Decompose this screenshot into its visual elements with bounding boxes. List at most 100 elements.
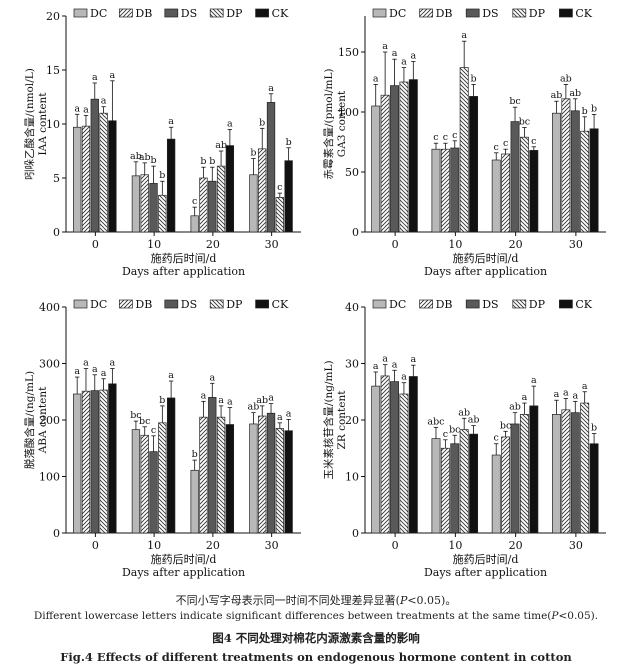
x-tick-label: 30: [265, 238, 279, 251]
x-axis-title-cn: 施药后时间/d: [453, 252, 519, 265]
significance-letter: a: [392, 359, 398, 370]
x-tick-label: 30: [569, 238, 583, 251]
bar: [491, 454, 501, 534]
legend-swatch: [73, 8, 88, 18]
bar: [380, 375, 390, 534]
x-tick-label: 20: [509, 238, 523, 251]
bar: [275, 197, 284, 233]
bar: [371, 385, 381, 534]
significance-letter: ab: [248, 402, 260, 413]
bar: [249, 174, 258, 233]
y-tick-label: 0: [53, 226, 60, 239]
bar: [90, 390, 99, 534]
significance-letter: b: [259, 117, 265, 128]
significance-letter: a: [373, 361, 379, 372]
bar: [450, 443, 460, 534]
caption-note-cn: 不同小写字母表示同一时间不同处理差异显著(P<0.05)。: [175, 594, 457, 607]
significance-letter: a: [227, 397, 233, 408]
bar: [390, 381, 399, 534]
legend-swatch: [164, 8, 179, 18]
x-tick-label: 10: [147, 539, 161, 552]
legend-swatch: [559, 299, 573, 309]
bar: [431, 148, 441, 233]
bar: [580, 402, 590, 534]
x-axis-title-en: Days after application: [424, 566, 547, 579]
bar: [190, 215, 199, 233]
bar: [216, 165, 226, 233]
legend-swatch: [559, 8, 573, 18]
y-tick-label: 40: [345, 301, 359, 314]
significance-letter: b: [159, 170, 165, 181]
bar: [431, 438, 441, 534]
bar: [149, 451, 158, 534]
significance-letter: a: [201, 390, 207, 401]
significance-letter: ab: [130, 151, 142, 162]
bar: [158, 194, 167, 233]
legend-swatch: [119, 299, 133, 309]
bar: [284, 430, 293, 534]
significance-letter: ab: [256, 395, 268, 406]
bar: [501, 436, 511, 534]
y-axis-title-en: GA3 content: [336, 90, 348, 157]
significance-letter: a: [382, 41, 388, 52]
legend-swatch: [209, 8, 224, 18]
x-tick-label: 20: [206, 238, 220, 251]
significance-letter: a: [382, 354, 388, 365]
legend-label: DB: [135, 298, 152, 311]
bar: [73, 126, 82, 233]
significance-letter: a: [531, 375, 537, 386]
y-axis-title-cn: 玉米素核苷含量/(ng/mL): [322, 360, 335, 479]
significance-letter: b: [591, 423, 597, 434]
bar: [371, 105, 381, 233]
significance-letter: a: [522, 392, 528, 403]
y-tick-label: 50: [345, 166, 359, 179]
significance-letter: bc: [509, 96, 520, 107]
significance-letter: b: [209, 156, 215, 167]
y-tick-label: 30: [345, 358, 359, 371]
bar: [99, 389, 108, 534]
bar: [459, 67, 469, 233]
significance-letter: a: [83, 358, 89, 369]
y-tick-label: 100: [338, 106, 359, 119]
bar: [399, 393, 409, 534]
significance-letter: a: [401, 57, 407, 68]
legend-swatch: [372, 299, 387, 309]
bar: [140, 434, 149, 534]
significance-letter: a: [572, 390, 578, 401]
significance-letter: a: [410, 51, 416, 62]
significance-letter: c: [443, 132, 448, 143]
bar: [529, 405, 539, 534]
x-axis-title-cn: 施药后时间/d: [453, 553, 519, 566]
significance-letter: c: [443, 429, 448, 440]
y-tick-label: 150: [338, 46, 359, 59]
x-tick-label: 0: [92, 539, 99, 552]
legend-label: CK: [575, 7, 592, 20]
x-tick-label: 30: [265, 539, 279, 552]
y-tick-label: 300: [39, 358, 60, 371]
legend-label: DP: [529, 7, 546, 20]
y-tick-label: 100: [39, 471, 60, 484]
significance-letter: b: [591, 103, 597, 114]
legend-label: CK: [272, 298, 289, 311]
y-tick-label: 10: [46, 118, 60, 131]
significance-letter: a: [227, 118, 233, 129]
significance-letter: a: [554, 389, 560, 400]
significance-letter: c: [494, 433, 499, 444]
x-axis-title-cn: 施药后时间/d: [151, 553, 217, 566]
x-tick-label: 20: [509, 539, 523, 552]
significance-letter: b: [582, 106, 588, 117]
significance-letter: ab: [560, 73, 572, 84]
y-tick-label: 0: [53, 527, 60, 540]
significance-letter: a: [168, 116, 174, 127]
bar: [73, 393, 82, 534]
x-tick-label: 10: [448, 539, 462, 552]
bar: [390, 85, 399, 233]
significance-letter: a: [110, 70, 116, 81]
bar: [81, 125, 91, 233]
bar: [440, 148, 450, 233]
bar: [561, 98, 571, 233]
significance-letter: a: [92, 72, 98, 83]
bar: [529, 150, 539, 233]
significance-letter: b: [200, 156, 206, 167]
